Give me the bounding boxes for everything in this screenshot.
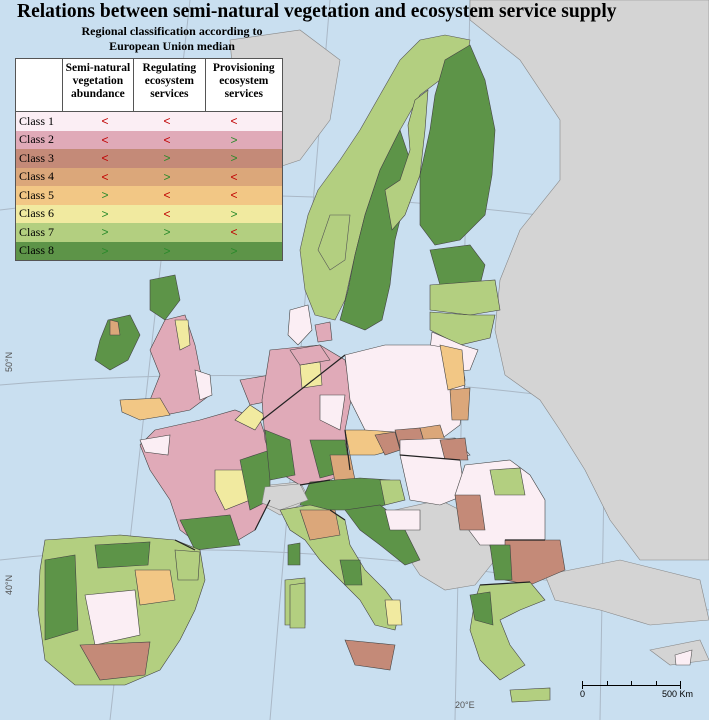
legend-header-line: ecosystem — [219, 75, 269, 87]
legend-row-class-7: Class 7 > > < — [16, 223, 282, 242]
region-uk-ireland — [94, 274, 213, 421]
legend-symbol: > — [230, 132, 238, 147]
legend-symbol: < — [230, 114, 238, 129]
legend-symbol: > — [101, 188, 109, 203]
legend-symbol: < — [163, 206, 171, 221]
legend-symbol: > — [101, 206, 109, 221]
legend-header-regulating: Regulating ecosystem services — [133, 59, 204, 111]
legend-symbol: > — [230, 243, 238, 258]
legend-header-vegetation: Semi-natural vegetation abundance — [61, 59, 133, 111]
legend-symbol: > — [163, 225, 171, 240]
region-islands — [289, 582, 306, 629]
legend-header-line: services — [224, 88, 263, 100]
region-cyprus — [674, 649, 693, 666]
legend-header-line: Provisioning — [212, 62, 275, 74]
map-subtitle: Regional classification according to Eur… — [81, 24, 263, 53]
legend-symbol: > — [101, 243, 109, 258]
legend: Semi-natural vegetation abundance Regula… — [15, 58, 283, 261]
lat-40-label: 40°N — [4, 574, 14, 595]
scale-bar-zero: 0 — [580, 689, 586, 699]
scale-bar-tick — [680, 681, 681, 689]
region-france — [139, 374, 276, 551]
legend-class-label: Class 1 — [19, 113, 55, 128]
legend-header-line: ecosystem — [144, 75, 194, 87]
legend-header-provisioning: Provisioning ecosystem services — [204, 59, 282, 111]
legend-header-line: services — [150, 88, 189, 100]
legend-symbol: > — [163, 169, 171, 184]
legend-symbol: < — [230, 225, 238, 240]
legend-header-blank — [16, 59, 62, 111]
legend-symbol: > — [230, 151, 238, 166]
legend-row-class-3: Class 3 < > > — [16, 149, 282, 168]
legend-symbol: < — [163, 132, 171, 147]
scale-bar: 0 500 Km — [577, 680, 697, 710]
scale-bar-tick — [631, 681, 632, 686]
legend-class-label: Class 4 — [19, 169, 55, 184]
legend-class-label: Class 5 — [19, 187, 55, 202]
legend-row-class-2: Class 2 < < > — [16, 130, 282, 149]
legend-symbol: < — [163, 188, 171, 203]
legend-header-line: Semi-natural — [65, 62, 131, 74]
region-germany — [261, 344, 353, 486]
lon-20-label: 20°E — [455, 700, 475, 710]
region-greece — [469, 581, 551, 703]
legend-header-line: Regulating — [142, 62, 197, 74]
legend-symbol: < — [230, 169, 238, 184]
legend-class-label: Class 6 — [19, 206, 55, 221]
legend-symbol: > — [163, 151, 171, 166]
map-title: Relations between semi-natural vegetatio… — [17, 1, 617, 22]
scale-bar-tick — [607, 681, 608, 686]
region-iberia — [37, 534, 206, 686]
legend-symbol: < — [101, 114, 109, 129]
legend-symbol: > — [230, 206, 238, 221]
scale-bar-tick — [582, 681, 583, 689]
region-norway — [299, 34, 471, 321]
region-finland — [419, 44, 496, 286]
legend-class-label: Class 2 — [19, 132, 55, 147]
legend-rows: Class 1 < < < Class 2 < < > Class 3 < > > Class 4 < > <… — [16, 112, 282, 260]
region-denmark — [287, 304, 333, 346]
legend-class-label: Class 3 — [19, 150, 55, 165]
scale-bar-end: 500 Km — [662, 689, 694, 699]
legend-symbol: < — [101, 132, 109, 147]
legend-symbol: > — [163, 243, 171, 258]
region-southeast — [454, 459, 566, 586]
region-sweden — [339, 89, 429, 331]
legend-class-label: Class 7 — [19, 224, 55, 239]
legend-row-class-6: Class 6 > < > — [16, 204, 282, 223]
scale-bar-tick — [656, 681, 657, 686]
lat-50-label: 50°N — [4, 351, 14, 372]
region-croatia — [344, 504, 421, 566]
legend-symbol: < — [163, 114, 171, 129]
legend-symbol: < — [101, 169, 109, 184]
legend-class-label: Class 8 — [19, 243, 55, 258]
legend-symbol: > — [101, 225, 109, 240]
legend-header: Semi-natural vegetation abundance Regula… — [16, 59, 282, 112]
legend-symbol: < — [230, 188, 238, 203]
legend-row-class-1: Class 1 < < < — [16, 112, 282, 131]
legend-symbol: < — [101, 151, 109, 166]
region-central — [299, 429, 471, 511]
country-borders — [174, 354, 545, 586]
legend-header-line: vegetation — [72, 75, 124, 87]
legend-row-class-4: Class 4 < > < — [16, 167, 282, 186]
legend-row-class-5: Class 5 > < < — [16, 186, 282, 205]
legend-row-class-8: Class 8 > > > — [16, 241, 282, 260]
legend-header-line: abundance — [71, 88, 125, 100]
region-switzerland — [261, 483, 309, 511]
